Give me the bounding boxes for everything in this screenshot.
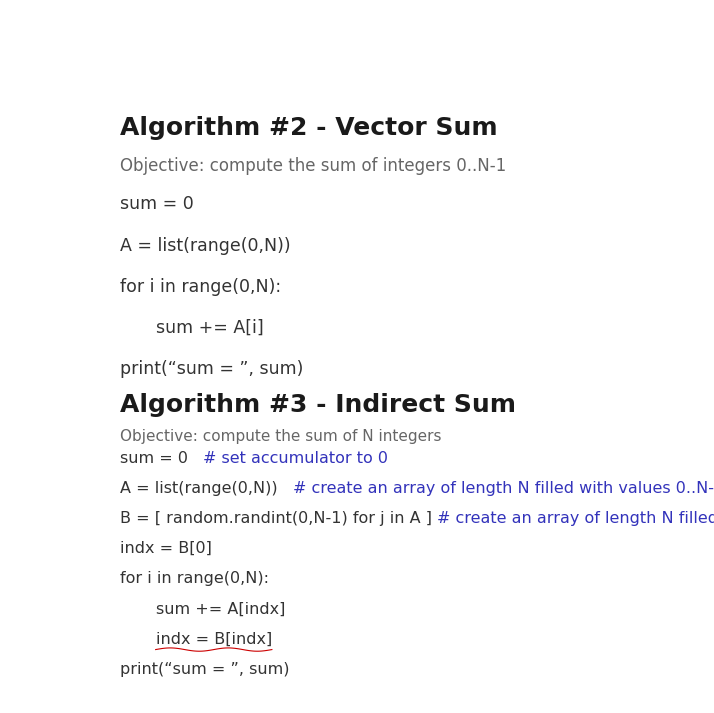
Text: indx = B[indx]: indx = B[indx] <box>156 632 272 647</box>
Text: print(“sum = ”, sum): print(“sum = ”, sum) <box>120 360 303 378</box>
Text: sum += A[i]: sum += A[i] <box>156 319 263 337</box>
Text: Objective: compute the sum of N integers: Objective: compute the sum of N integers <box>120 429 441 443</box>
Text: Objective: compute the sum of integers 0..N-1: Objective: compute the sum of integers 0… <box>120 157 506 175</box>
Text: A = list(range(0,N)): A = list(range(0,N)) <box>120 481 293 496</box>
Text: print(“sum = ”, sum): print(“sum = ”, sum) <box>120 662 289 677</box>
Text: # create an array of length N filled with values 0..N-1: # create an array of length N filled wit… <box>293 481 714 496</box>
Text: sum = 0: sum = 0 <box>120 195 193 213</box>
Text: A = list(range(0,N)): A = list(range(0,N)) <box>120 237 291 255</box>
Text: indx = B[0]: indx = B[0] <box>120 541 211 556</box>
Text: for i in range(0,N):: for i in range(0,N): <box>120 571 268 586</box>
Text: Algorithm #2 - Vector Sum: Algorithm #2 - Vector Sum <box>120 116 498 140</box>
Text: sum = 0: sum = 0 <box>120 451 203 466</box>
Text: # create an array of length N filled with random #s: # create an array of length N filled wit… <box>437 511 714 526</box>
Text: B = [ random.randint(0,N-1) for j in A ]: B = [ random.randint(0,N-1) for j in A ] <box>120 511 437 526</box>
Text: Algorithm #3 - Indirect Sum: Algorithm #3 - Indirect Sum <box>120 393 516 417</box>
Text: sum += A[indx]: sum += A[indx] <box>156 602 285 617</box>
Text: for i in range(0,N):: for i in range(0,N): <box>120 277 281 296</box>
Text: # set accumulator to 0: # set accumulator to 0 <box>203 451 388 466</box>
